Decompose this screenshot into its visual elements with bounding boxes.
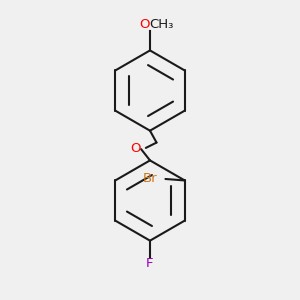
- Text: CH₃: CH₃: [150, 17, 174, 31]
- Text: O: O: [139, 17, 149, 31]
- Text: F: F: [146, 257, 154, 270]
- Text: Br: Br: [142, 172, 157, 185]
- Text: O: O: [130, 142, 140, 155]
